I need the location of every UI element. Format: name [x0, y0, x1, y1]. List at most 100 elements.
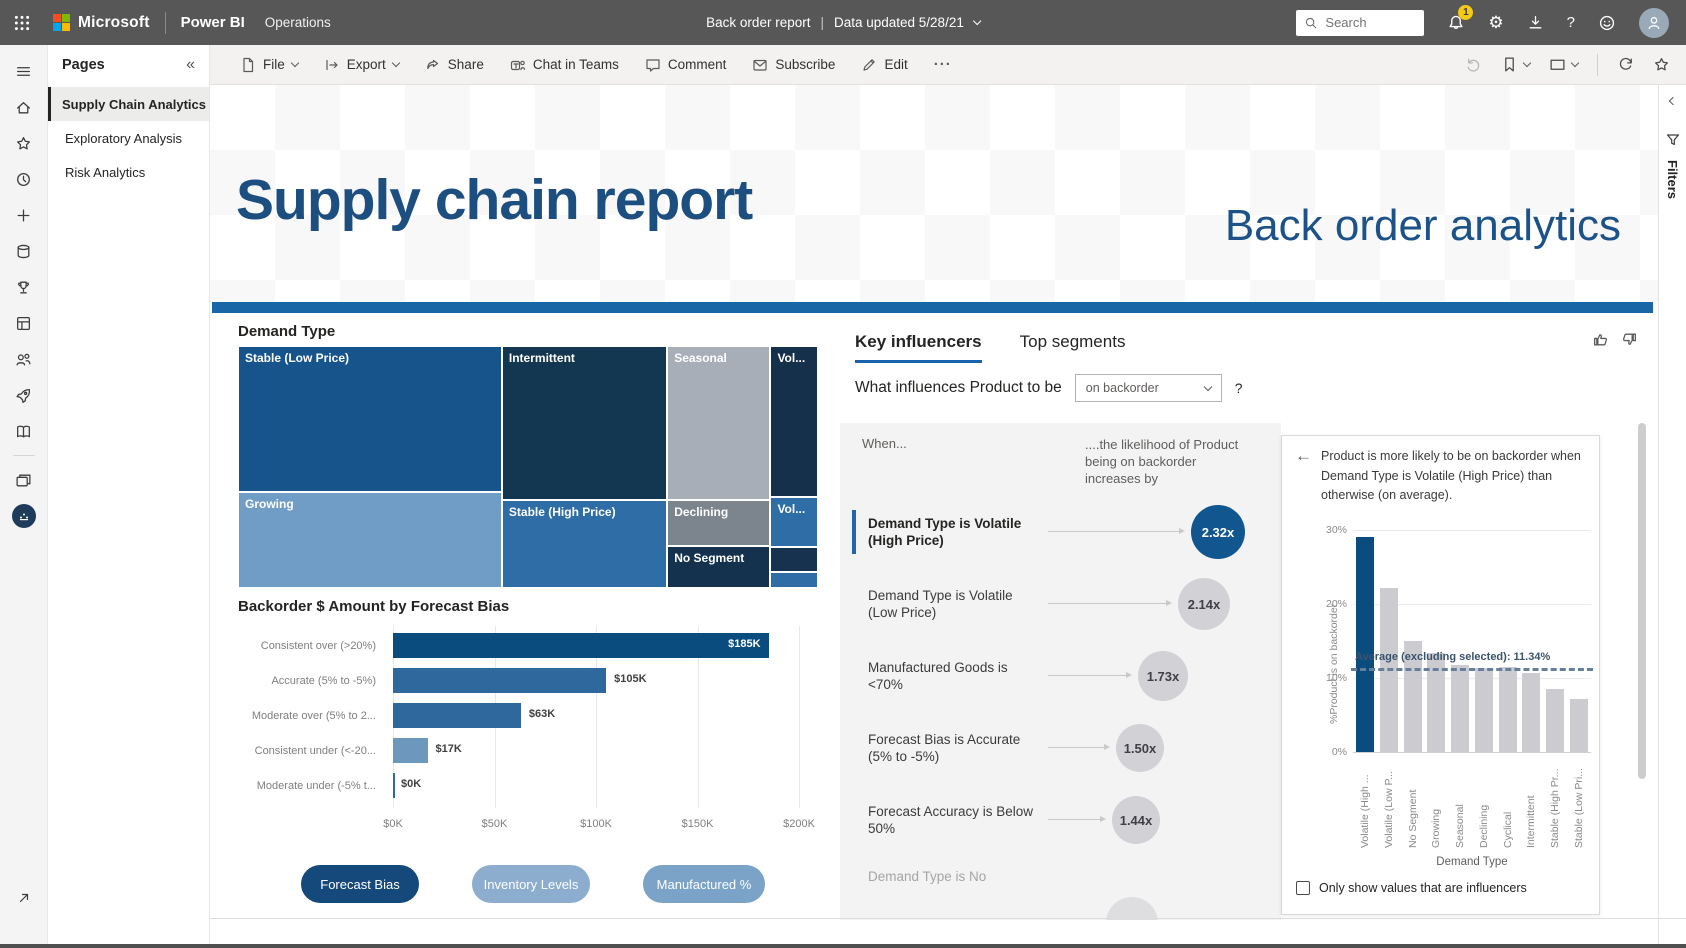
topbar-right: 1 ⚙ ?	[1296, 0, 1686, 45]
nav-button-inventory-levels[interactable]: Inventory Levels	[472, 865, 590, 903]
influencer-row[interactable]: Manufactured Goods is <70% 1.73x	[840, 650, 1281, 702]
rail-plus-button[interactable]	[0, 197, 48, 233]
refresh-button[interactable]	[1617, 56, 1634, 73]
feedback-smiley-icon[interactable]	[1598, 14, 1616, 32]
influence-bubble[interactable]	[1106, 897, 1158, 920]
notifications-button[interactable]: 1	[1447, 4, 1474, 32]
influence-bubble[interactable]: 2.32x	[1191, 505, 1245, 559]
page-item-supply-chain-analytics[interactable]: Supply Chain Analytics	[48, 87, 209, 121]
rail-people-button[interactable]	[0, 341, 48, 377]
download-icon[interactable]	[1527, 14, 1544, 31]
rail-goal-button[interactable]	[0, 269, 48, 305]
x-axis-tick-label: Declining	[1477, 804, 1490, 848]
rail-home-button[interactable]	[0, 89, 48, 125]
report-title-bar[interactable]: Back order report | Data updated 5/28/21	[706, 0, 982, 45]
rail-rocket-button[interactable]	[0, 377, 48, 413]
column-bar[interactable]	[1474, 667, 1493, 752]
nav-button-manufactured-[interactable]: Manufactured %	[643, 865, 765, 903]
influence-question: What influences Product to be	[855, 379, 1062, 396]
bar[interactable]	[393, 633, 769, 658]
share-button[interactable]: Share	[425, 57, 484, 73]
y-axis-tick-label: 0%	[1331, 746, 1347, 758]
column-bar[interactable]	[1356, 537, 1374, 752]
page-item-risk-analytics[interactable]: Risk Analytics	[65, 164, 146, 180]
influencer-row[interactable]: Forecast Accuracy is Below 50% 1.44x	[840, 794, 1281, 846]
comment-button[interactable]: Comment	[645, 57, 726, 73]
only-influencers-checkbox[interactable]: Only show values that are influencers	[1296, 881, 1527, 895]
column-bar[interactable]	[1498, 666, 1517, 752]
column-bar[interactable]	[1451, 665, 1470, 752]
thumb-down-icon[interactable]	[1621, 331, 1638, 348]
favorite-button[interactable]	[1653, 56, 1670, 73]
view-button[interactable]	[1549, 56, 1580, 73]
column-bar[interactable]	[1546, 689, 1565, 752]
settings-gear-icon[interactable]: ⚙	[1488, 13, 1504, 32]
influence-bubble[interactable]: 1.50x	[1116, 724, 1164, 772]
treemap-cell[interactable]	[770, 546, 818, 573]
influencer-row[interactable]: Forecast Bias is Accurate (5% to -5%) 1.5…	[840, 722, 1281, 774]
rail-apps-button[interactable]	[0, 305, 48, 341]
more-button[interactable]: ···	[934, 56, 952, 73]
column-bar[interactable]	[1522, 672, 1541, 752]
treemap-cell[interactable]: Stable (High Price)	[501, 500, 668, 588]
file-button[interactable]: File	[240, 57, 300, 73]
bar[interactable]	[393, 738, 428, 763]
subscribe-button[interactable]: Subscribe	[752, 57, 835, 73]
expand-nav-button[interactable]	[0, 890, 48, 906]
treemap-cell[interactable]: Stable (Low Price)	[238, 346, 502, 493]
thumb-up-icon[interactable]	[1592, 331, 1609, 348]
influencers-scrollbar[interactable]	[1638, 423, 1646, 779]
collapse-pages-icon[interactable]: «	[186, 56, 195, 73]
chat-in-teams-button[interactable]: Chat in Teams	[510, 57, 619, 73]
treemap-title: Demand Type	[238, 323, 336, 340]
export-button[interactable]: Export	[324, 57, 401, 73]
bar[interactable]	[393, 773, 395, 798]
tab-top-segments[interactable]: Top segments	[1019, 332, 1126, 351]
influence-bubble[interactable]: 1.44x	[1112, 796, 1160, 844]
rail-windows-button[interactable]	[0, 462, 48, 498]
workspace-name[interactable]: Operations	[264, 15, 331, 30]
expand-filters-icon[interactable]	[1668, 96, 1677, 106]
influencer-row[interactable]: Demand Type is Volatile (High Price) 2.32…	[840, 505, 1281, 559]
rail-menu-button[interactable]	[0, 53, 48, 89]
app-launcher-icon[interactable]	[13, 14, 31, 32]
influence-bubble[interactable]: 1.73x	[1138, 651, 1188, 701]
treemap-cell[interactable]	[770, 572, 818, 588]
search-box[interactable]	[1296, 9, 1425, 36]
arrow-icon	[1048, 744, 1110, 750]
influencer-label: Manufactured Goods is <70%	[868, 660, 1008, 692]
rail-book-button[interactable]	[0, 413, 48, 449]
rail-data-button[interactable]	[0, 233, 48, 269]
back-arrow-icon[interactable]: ←	[1295, 446, 1312, 465]
funnel-icon[interactable]	[1665, 132, 1681, 148]
column-bar[interactable]	[1569, 698, 1588, 752]
bar[interactable]	[393, 668, 607, 693]
rail-workspace-button[interactable]	[0, 498, 48, 534]
influencer-row[interactable]: Demand Type is Volatile (Low Price) 2.14x	[840, 578, 1281, 630]
edit-button[interactable]: Edit	[861, 57, 908, 73]
treemap-cell[interactable]: No Segment	[667, 546, 771, 588]
bar[interactable]	[393, 703, 521, 728]
treemap-cell[interactable]: Seasonal	[667, 346, 771, 501]
influencers-help[interactable]: ?	[1234, 380, 1243, 396]
rail-star-button[interactable]	[0, 125, 48, 161]
treemap-cell[interactable]: Vol...	[770, 497, 818, 547]
arrow-icon	[1048, 816, 1106, 822]
nav-button-forecast-bias[interactable]: Forecast Bias	[301, 865, 419, 903]
tab-key-influencers[interactable]: Key influencers	[855, 332, 982, 363]
influence-bubble[interactable]: 2.14x	[1178, 578, 1230, 630]
treemap-cell[interactable]: Declining	[667, 500, 771, 547]
column-bar[interactable]	[1427, 652, 1446, 752]
treemap-cell[interactable]: Growing	[238, 492, 502, 588]
page-item-exploratory-analysis[interactable]: Exploratory Analysis	[65, 130, 183, 146]
search-input[interactable]	[1325, 15, 1414, 30]
chevron-down-icon[interactable]	[972, 16, 982, 26]
treemap-cell[interactable]: Intermittent	[501, 346, 668, 501]
canvas-bottom-border	[210, 918, 1686, 919]
treemap-cell[interactable]: Vol...	[770, 346, 818, 498]
influence-target-dropdown[interactable]: on backorder	[1074, 374, 1222, 402]
rail-clock-button[interactable]	[0, 161, 48, 197]
bookmarks-button[interactable]	[1501, 56, 1532, 73]
help-button[interactable]: ?	[1566, 14, 1575, 31]
user-avatar[interactable]	[1639, 7, 1669, 38]
